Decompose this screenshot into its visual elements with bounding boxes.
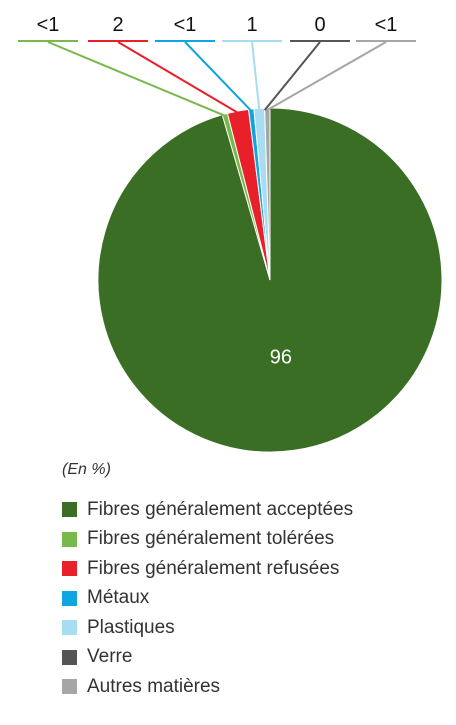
legend-label: Fibres généralement refusées xyxy=(87,557,340,579)
leader-line xyxy=(47,41,226,117)
legend-label: Plastiques xyxy=(87,616,175,638)
legend-item: Fibres généralement refusées xyxy=(62,554,353,584)
leader-line xyxy=(184,41,253,112)
legend-swatch xyxy=(62,679,77,695)
data-label: <1 xyxy=(37,14,60,36)
legend-swatch xyxy=(62,531,77,547)
legend-swatch xyxy=(62,620,77,636)
pie-chart: 96 <1 2 <1 1 0 <1 xyxy=(18,14,443,453)
legend-label: Verre xyxy=(87,646,133,668)
data-label: 2 xyxy=(112,14,123,36)
data-label: <1 xyxy=(174,14,197,36)
legend-swatch xyxy=(62,561,77,577)
legend-swatch xyxy=(62,590,77,606)
legend-item: Fibres généralement tolérées xyxy=(62,525,353,555)
leader-line xyxy=(263,41,321,111)
legend-label: Autres matières xyxy=(87,675,221,697)
legend-item: Fibres généralement acceptées xyxy=(62,495,353,525)
legend-swatch xyxy=(62,649,77,665)
leader-line xyxy=(251,41,261,111)
leader-line xyxy=(266,41,387,111)
legend-label: Fibres généralement tolérées xyxy=(87,528,335,550)
leader-line xyxy=(117,41,239,114)
legend-swatch xyxy=(62,502,77,518)
legend: Fibres généralement acceptées Fibres géné… xyxy=(62,495,353,702)
legend-item: Autres matières xyxy=(62,672,353,702)
legend-item: Métaux xyxy=(62,584,353,614)
data-label: <1 xyxy=(375,14,398,36)
legend-item: Plastiques xyxy=(62,613,353,643)
unit-label: (En %) xyxy=(62,461,111,478)
legend-label: Fibres généralement acceptées xyxy=(87,498,354,520)
legend-label: Métaux xyxy=(87,587,150,609)
legend-item: Verre xyxy=(62,643,353,673)
data-label: 0 xyxy=(314,14,325,36)
data-label: 96 xyxy=(270,347,292,369)
data-label: 1 xyxy=(246,14,257,36)
